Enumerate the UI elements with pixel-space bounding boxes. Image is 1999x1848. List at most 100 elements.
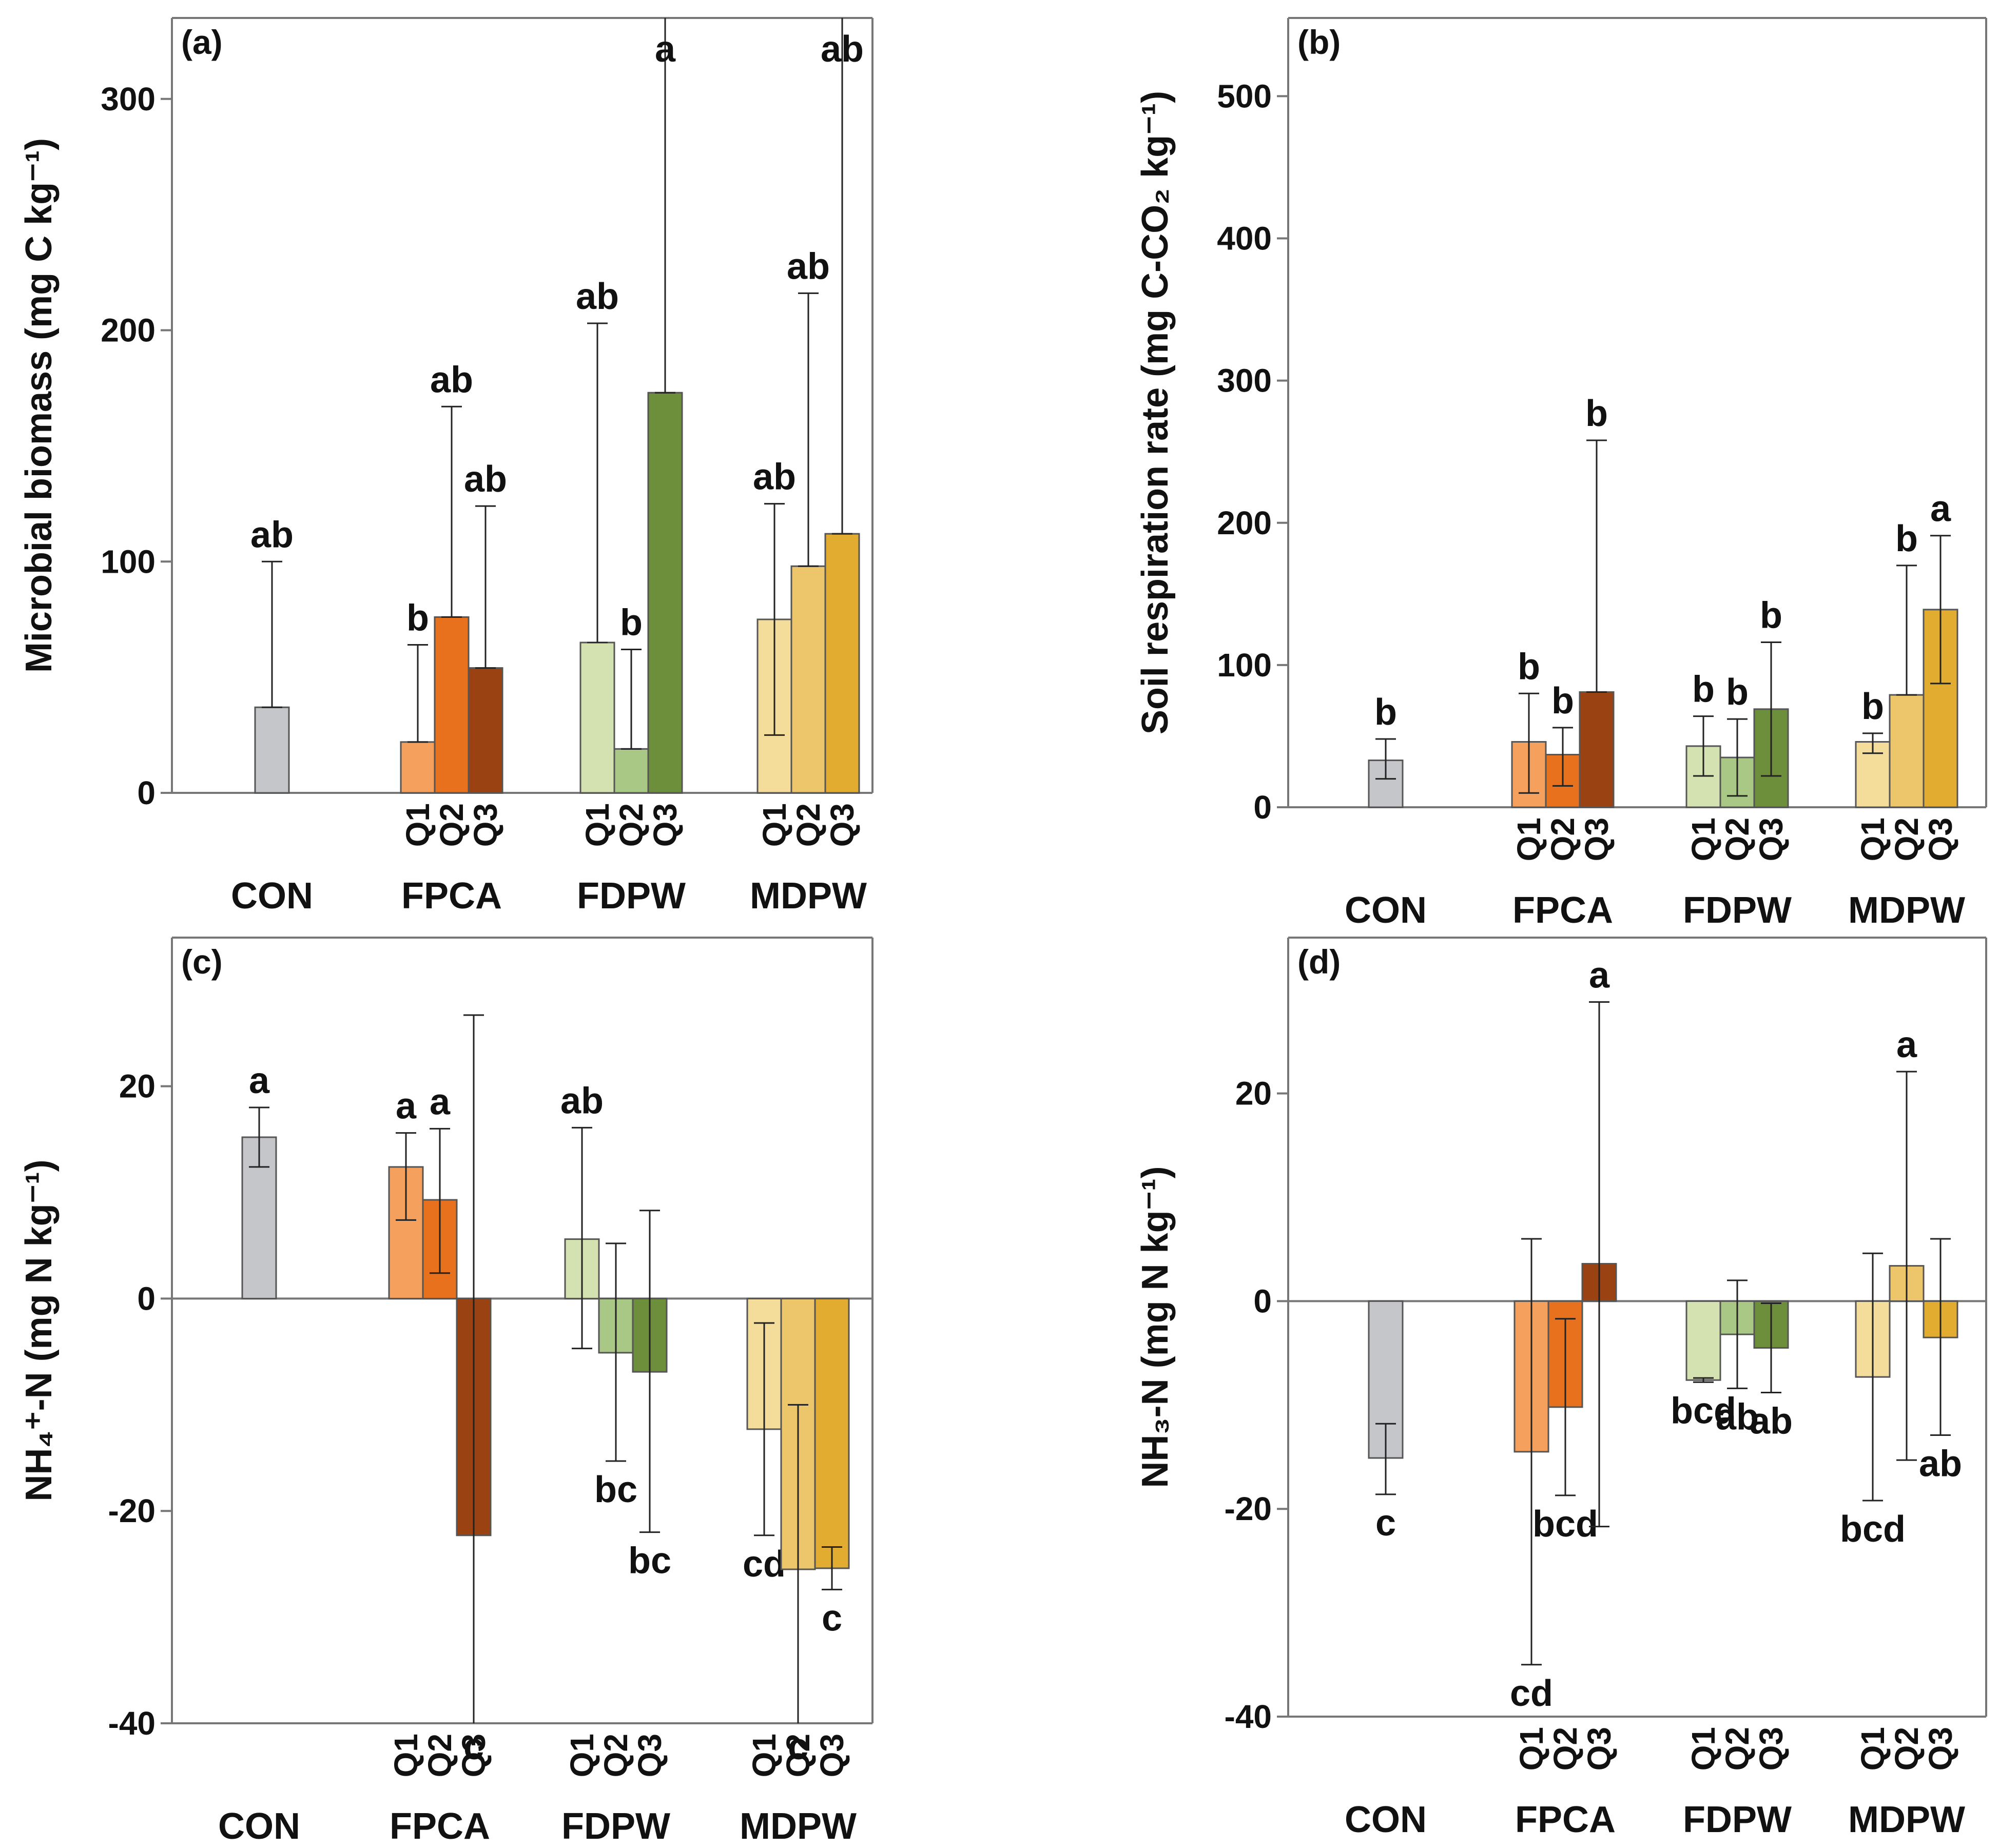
sub-label-q2: Q2 [597,1734,634,1777]
sub-label-q1: Q1 [579,803,616,847]
panel-label: (a) [181,23,223,61]
bar [400,741,436,794]
y-tick-label: 0 [1253,1282,1272,1319]
significance-letter: ab [1750,1401,1793,1442]
group-label-con: CON [1345,890,1427,931]
bar [434,616,470,794]
group-label-con: CON [1345,1799,1427,1840]
significance-letter: a [396,1086,417,1127]
significance-letter: cd [743,1544,786,1585]
y-tick-label: 100 [101,543,156,580]
significance-letter: c [788,1726,808,1767]
sub-label-q2: Q2 [421,1734,458,1777]
significance-letter: a [1589,955,1610,996]
bar [647,392,683,794]
sub-label-q2: Q2 [433,803,470,847]
significance-letter: b [1518,646,1540,687]
sub-label-q1: Q1 [756,803,793,847]
significance-letter: ab [464,459,507,500]
panel-d-ammonia: -40 -20 0 20 (d) NH₃-N (mg N kg⁻¹) c CON cd Q1 bcd… [1135,937,1987,1840]
y-tick-label: 200 [101,312,156,349]
sub-label-q2: Q2 [780,1734,817,1777]
y-tick-label: 0 [1253,789,1272,826]
panel-label: (c) [181,943,223,981]
significance-letter: b [1374,692,1397,733]
group-label-fdpw: FDPW [1683,890,1792,931]
y-tick-label: 0 [137,774,156,811]
y-tick-label: 0 [137,1280,156,1317]
sub-label-q3: Q3 [631,1734,668,1777]
group-label-mdpw: MDPW [1848,1799,1965,1840]
sub-label-q3: Q3 [1922,1727,1959,1771]
sub-label-q3: Q3 [1581,1727,1618,1771]
panel-label: (b) [1297,23,1341,61]
sub-label-q1: Q1 [399,803,436,847]
group-label-fpca: FPCA [1515,1799,1616,1840]
significance-letter: bcd [1840,1509,1906,1550]
sub-label-q1: Q1 [1685,1727,1722,1771]
y-tick-label: 20 [1235,1075,1272,1112]
group-label-fdpw: FDPW [1683,1799,1792,1840]
y-tick-label: -40 [1225,1698,1272,1735]
panel-a-microbial-biomass: 0 100 200 300 (a) Microbial biomass (mg C kg⁻… [18,17,874,917]
significance-letter: ab [576,276,619,317]
group-label-con: CON [231,876,313,917]
sub-label-q3: Q3 [1578,818,1615,861]
y-tick-label: 100 [1217,647,1272,684]
group-label-fdpw: FDPW [561,1806,670,1847]
bar [1889,694,1925,808]
significance-letter: ab [1919,1443,1962,1484]
significance-letter: bc [594,1469,637,1510]
panel-label: (d) [1297,943,1341,981]
significance-letter: b [1551,680,1574,722]
significance-letter: a [249,1060,270,1101]
sub-label-q2: Q2 [1719,1727,1756,1771]
significance-letter: b [620,602,643,644]
significance-letter: a [655,29,676,70]
bar [254,706,290,794]
sub-label-q2: Q2 [790,803,827,847]
significance-letter: b [1895,518,1918,559]
significance-letter: b [406,598,429,639]
y-tick-label: -20 [108,1492,156,1529]
significance-letter: b [1726,672,1749,713]
bar [579,641,615,794]
sub-label-q2: Q2 [1719,818,1756,861]
significance-letter: ab [753,457,796,498]
y-axis-title: Microbial biomass (mg C kg⁻¹) [18,138,60,673]
significance-letter: b [1692,669,1715,710]
significance-letter: c [1375,1503,1396,1544]
y-axis-title: NH₄⁺-N (mg N kg⁻¹) [18,1159,60,1501]
sub-label-q1: Q1 [1854,818,1891,861]
sub-label-q1: Q1 [387,1734,424,1777]
bar [790,565,826,794]
y-tick-label: -40 [108,1705,156,1742]
significance-letter: b [1861,686,1884,727]
bar [814,1297,850,1569]
significance-letter: ab [821,29,864,70]
y-tick-label: 300 [1217,362,1272,399]
group-label-mdpw: MDPW [750,876,867,917]
significance-letter: ab [560,1080,604,1121]
significance-letter: ab [430,359,473,400]
sub-label-q2: Q2 [613,803,650,847]
sub-label-q3: Q3 [647,803,684,847]
sub-label-q1: Q1 [1854,1727,1891,1771]
y-tick-label: 300 [101,81,156,118]
significance-letter: cd [1510,1673,1553,1714]
significance-letter: c [463,1726,484,1767]
panel-c-ammonium: -40 -20 0 20 (c) NH₄⁺-N (mg N kg⁻¹) a CON a Q1 a Q2… [18,937,874,1847]
significance-letter: bcd [1532,1504,1598,1545]
y-axis-title: Soil respiration rate (mg C-CO₂ kg⁻¹) [1135,91,1176,734]
significance-letter: bcd [1671,1390,1736,1431]
y-axis-title: NH₃-N (mg N kg⁻¹) [1135,1166,1176,1488]
sub-label-q3: Q3 [455,1734,492,1777]
group-label-fpca: FPCA [1512,890,1613,931]
group-label-mdpw: MDPW [740,1806,857,1847]
panel-b-soil-respiration: 0 100 200 300 400 500 (b) Soil respiration rate… [1135,17,1987,931]
sub-label-q1: Q1 [564,1734,600,1777]
sub-label-q2: Q2 [1547,1727,1584,1771]
sub-label-q1: Q1 [1510,818,1547,861]
sub-label-q2: Q2 [1544,818,1581,861]
group-label-con: CON [218,1806,300,1847]
